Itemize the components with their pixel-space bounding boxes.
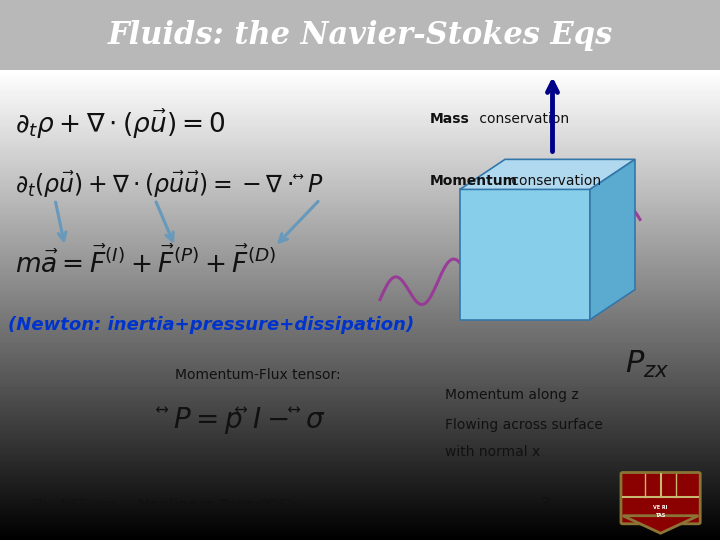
Text: $\overleftrightarrow{P} = p\overleftrightarrow{I} - \overleftrightarrow{\sigma}$: $\overleftrightarrow{P} = p\overleftrigh… xyxy=(155,404,326,436)
Text: $\partial_t(\rho \vec{u}) + \nabla \cdot (\rho \vec{u}\vec{u}) = -\nabla \cdot \: $\partial_t(\rho \vec{u}) + \nabla \cdot… xyxy=(15,169,324,200)
Polygon shape xyxy=(590,159,635,320)
Polygon shape xyxy=(460,159,635,190)
Text: (Newton: inertia+pressure+dissipation): (Newton: inertia+pressure+dissipation) xyxy=(8,316,414,334)
Text: Momentum: Momentum xyxy=(430,174,518,188)
Text: conservation: conservation xyxy=(507,174,601,188)
Text: VE RI: VE RI xyxy=(653,505,668,510)
Text: $m\vec{a} = \vec{F}^{(I)} + \vec{F}^{(P)} + \vec{F}^{(D)}$: $m\vec{a} = \vec{F}^{(I)} + \vec{F}^{(P)… xyxy=(15,245,276,278)
Text: The NSE are: The NSE are xyxy=(30,498,120,512)
Text: Flowing across surface: Flowing across surface xyxy=(445,418,603,432)
Polygon shape xyxy=(623,516,698,534)
Text: $P_{zx}$: $P_{zx}$ xyxy=(625,349,670,380)
Text: Fluids: the Navier-Stokes Eqs: Fluids: the Navier-Stokes Eqs xyxy=(107,19,613,51)
Text: PDE’s:: PDE’s: xyxy=(255,498,303,512)
FancyBboxPatch shape xyxy=(621,472,701,524)
Polygon shape xyxy=(460,190,590,320)
Text: $\partial_t \rho + \nabla \cdot (\rho \vec{u}) = 0$: $\partial_t \rho + \nabla \cdot (\rho \v… xyxy=(15,107,226,141)
Text: 3: 3 xyxy=(540,496,552,514)
Text: Mass: Mass xyxy=(430,112,469,126)
Text: Momentum along z: Momentum along z xyxy=(445,388,579,402)
Text: TAS: TAS xyxy=(655,513,666,518)
Text: Nonlinear Tensor: Nonlinear Tensor xyxy=(138,498,271,512)
Text: with normal x: with normal x xyxy=(445,445,540,459)
Text: conservation: conservation xyxy=(475,112,569,126)
Text: Momentum-Flux tensor:: Momentum-Flux tensor: xyxy=(175,368,341,382)
